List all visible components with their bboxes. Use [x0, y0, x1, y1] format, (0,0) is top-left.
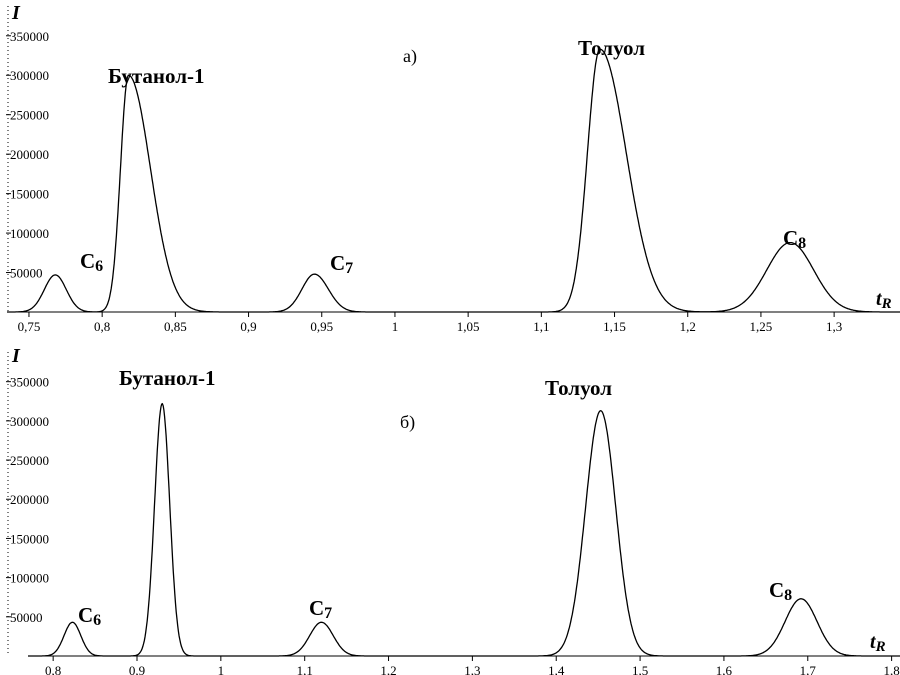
- x-tick-label: 1,3: [464, 663, 480, 675]
- y-tick-label: 100000: [10, 226, 49, 241]
- x-tick-label: 0,8: [45, 663, 61, 675]
- y-tick-label: 50000: [10, 266, 43, 281]
- x-axis-label: tR: [870, 631, 886, 655]
- x-tick-label: 1,6: [716, 663, 733, 675]
- peak-label: C6: [78, 603, 101, 629]
- x-tick-label: 1: [392, 319, 399, 334]
- x-tick-label: 1,2: [380, 663, 396, 675]
- x-tick-label: 1: [218, 663, 225, 675]
- y-tick-label: 100000: [10, 571, 49, 586]
- x-tick-label: 0,9: [129, 663, 145, 675]
- peak-label: Толуол: [545, 376, 612, 400]
- x-tick-label: 0,8: [94, 319, 110, 334]
- y-tick-label: 250000: [10, 453, 49, 468]
- peak-label: C8: [769, 578, 792, 604]
- chromatogram-line: [7, 48, 900, 313]
- x-tick-label: 1,05: [457, 319, 480, 334]
- peak-label: C6: [80, 249, 103, 275]
- y-tick-label: 50000: [10, 610, 43, 625]
- x-tick-label: 1,3: [826, 319, 842, 334]
- y-tick-label: 200000: [10, 492, 49, 507]
- x-tick-label: 1,5: [632, 663, 648, 675]
- x-tick-label: 1,2: [680, 319, 696, 334]
- x-tick-label: 1,25: [750, 319, 773, 334]
- chart-panel-1: 50000 100000 150000 200000 250000 300000 35000…: [6, 2, 900, 334]
- peak-label: C7: [330, 251, 353, 277]
- y-axis-label: I: [11, 2, 21, 24]
- y-tick-label: 250000: [10, 108, 49, 123]
- panel-label: б): [400, 412, 415, 433]
- y-tick-label: 300000: [10, 68, 49, 83]
- x-tick-label: 1,15: [603, 319, 626, 334]
- x-tick-label: 0,9: [240, 319, 256, 334]
- peak-label: C7: [309, 596, 332, 622]
- y-tick-label: 200000: [10, 147, 49, 162]
- x-tick-label: 1,1: [297, 663, 313, 675]
- peak-label: Бутанол-1: [108, 64, 205, 88]
- x-tick-label: 1,7: [800, 663, 817, 675]
- chromatogram-line: [28, 402, 900, 657]
- x-tick-label: 1,4: [548, 663, 565, 675]
- x-axis-label: tR: [876, 288, 892, 312]
- panel-label: а): [403, 46, 417, 67]
- peak-label: Толуол: [578, 36, 645, 60]
- x-tick-label: 1,1: [533, 319, 549, 334]
- chart-panel-2: 50000 100000 150000 200000 250000 300000 35000…: [6, 345, 900, 675]
- y-tick-label: 300000: [10, 414, 49, 429]
- x-tick-label: 1,8: [883, 663, 899, 675]
- y-tick-label: 350000: [10, 29, 49, 44]
- y-axis-label: I: [11, 345, 21, 367]
- x-tick-label: 0,85: [164, 319, 187, 334]
- y-tick-label: 350000: [10, 375, 49, 390]
- y-tick-label: 150000: [10, 531, 49, 546]
- peak-label: Бутанол-1: [119, 366, 216, 390]
- y-tick-label: 150000: [10, 187, 49, 202]
- peak-label: C8: [783, 226, 806, 252]
- x-tick-label: 0,95: [310, 319, 333, 334]
- x-tick-label: 0,75: [18, 319, 41, 334]
